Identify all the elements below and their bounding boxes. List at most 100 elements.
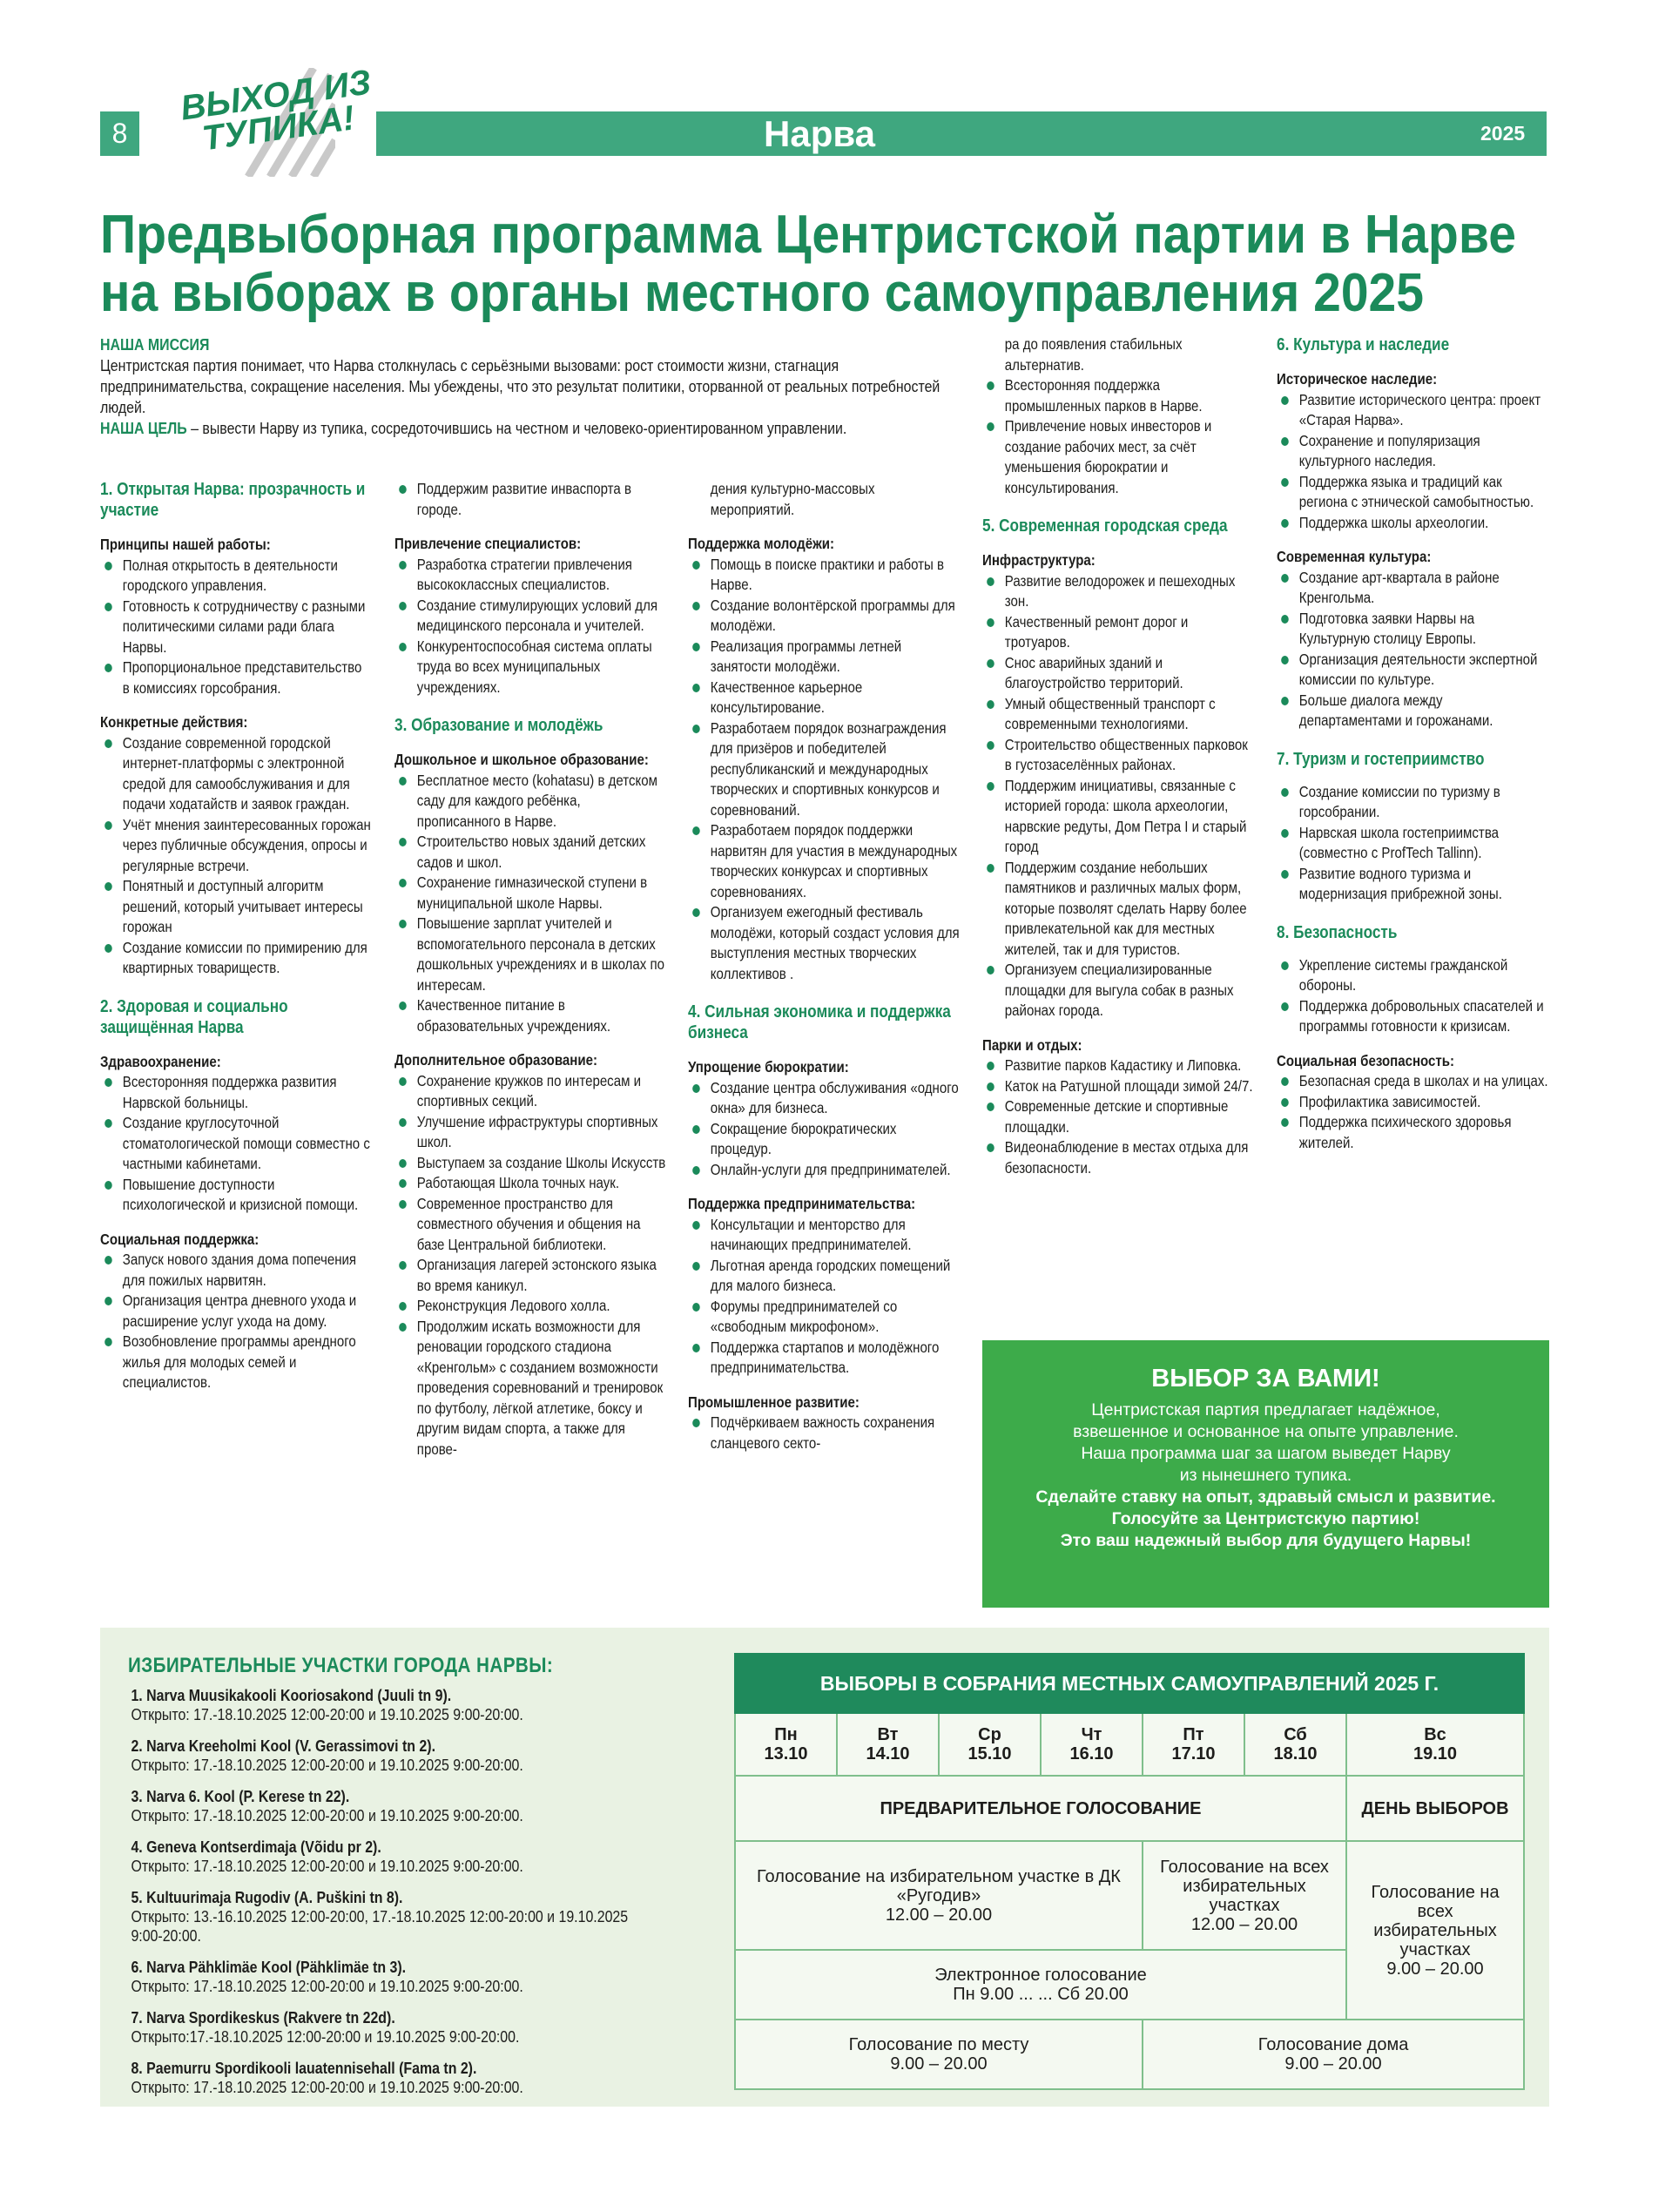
day: Сб 18.10 [1244, 1712, 1347, 1777]
bullet-item: Современные детские и спортивные площадк… [982, 1096, 1254, 1137]
day: Пн 13.10 [734, 1712, 838, 1777]
rugodiv-voting-line: Голосование на избирательном участке в Д… [757, 1866, 1121, 1905]
bullet-item: Повышение доступности психологической и … [100, 1175, 372, 1216]
bullet-item: Качественное карьерное консультирование. [688, 678, 960, 718]
bullet-item: Сокращение бюрократических процедур. [688, 1119, 960, 1160]
subheading: Принципы нашей работы: [100, 536, 271, 553]
column: Поддержим развитие инваспорта в городе. П… [394, 479, 666, 1460]
bullet-item: Поддержка языка и традиций как региона с… [1277, 472, 1548, 513]
station-name: 1. Narva Muusikakooli Kooriosakond (Juul… [131, 1686, 452, 1704]
bullet-item: Привлечение новых инвесторов и создание … [982, 416, 1254, 498]
bullet-item: Строительство общественных парковок в гу… [982, 735, 1254, 776]
day: Чт 16.10 [1040, 1712, 1143, 1777]
table-row: ВЫБОРЫ В СОБРАНИЯ МЕСТНЫХ САМОУПРАВЛЕНИЙ… [733, 1653, 1526, 1714]
bullet-item: Сохранение кружков по интересам и спорти… [394, 1071, 666, 1112]
voting-at-home-line: Голосование дома [1257, 2035, 1409, 2054]
callout-title: ВЫБОР ЗА ВАМИ! [1151, 1365, 1380, 1393]
all-stations-advance-line: 12.00 – 20.00 [1190, 1914, 1298, 1934]
day: Вс 19.10 [1345, 1712, 1526, 1777]
bullet-item: Создание современной городской интернет-… [100, 733, 372, 815]
bullet-item: Учёт мнения заинтересованных горожан чер… [100, 815, 372, 877]
station-hours: Открыто: 17.-18.10.2025 12:00-20:00 и 19… [131, 2078, 523, 2096]
electronic-voting-line: Электронное голосование [934, 1966, 1147, 1985]
table-row: Голосование на избирательном участке в Д… [734, 1840, 1526, 2020]
bullet-item: Развитие исторического центра: проект «С… [1277, 390, 1548, 431]
table-row: Пн 13.10 Вт 14.10 Ср 15.10 Чт 16.10 Пт 17.10 Сб 18.… [734, 1712, 1526, 1777]
all-stations-advance-line: Голосование на всех избирательных участк… [1160, 1857, 1329, 1915]
bullet-item: Организуем ежегодный фестиваль молодёжи,… [688, 902, 960, 984]
bullet-item: Поддержка психического здоровья жителей. [1277, 1112, 1548, 1153]
bullet-item: Пропорциональное представительство в ком… [100, 658, 372, 698]
day-line: Пн [774, 1725, 798, 1744]
station: 1. Narva Muusikakooli Kooriosakond (Juul… [128, 1686, 651, 1724]
bullet-item: Организация лагерей эстонского языка во … [394, 1255, 666, 1296]
subheading: Привлечение специалистов: [394, 535, 582, 552]
bullet-item: Понятный и доступный алгоритм решений, к… [100, 876, 372, 938]
schedule-title: ВЫБОРЫ В СОБРАНИЯ МЕСТНЫХ САМОУПРАВЛЕНИЙ… [733, 1653, 1526, 1714]
column: дения культурно-массовых мероприятий. Под… [688, 479, 960, 1453]
bullet-item: Развитие парков Кадастику и Липовка. [982, 1055, 1254, 1076]
subheading: Конкретные действия: [100, 713, 248, 731]
station: 7. Narva Spordikeskus (Rakvere tn 22d). О… [128, 2008, 651, 2047]
day-line: 18.10 [1273, 1744, 1318, 1764]
title-line: Предвыборная программа Центристской парт… [100, 205, 1516, 265]
table-row: Электронное голосование Пн 9.00 ... ... С… [734, 1949, 1524, 2020]
section-heading: 1. Открытая Нарва: прозрачность и участи… [100, 480, 366, 520]
voting-by-location: Голосование по месту 9.00 – 20.00 [734, 2019, 1143, 2090]
logo: ВЫХОД ИЗ ТУПИКА! [161, 63, 374, 181]
bullet-item: Льготная аренда городских помещений для … [688, 1256, 960, 1297]
bullet-item: Создание центра обслуживания «одного окн… [688, 1078, 960, 1119]
voting-at-home-line: 9.00 – 20.00 [1284, 2054, 1382, 2074]
callout-line: из нынешнего тупика. [1179, 1466, 1352, 1485]
bullet-item: Создание стимулирующих условий для медиц… [394, 596, 666, 637]
subheading: Парки и отдых: [982, 1035, 1082, 1054]
bullet-item: Всесторонняя поддержка промышленных парк… [982, 375, 1254, 416]
bullet-item: Больше диалога между департаментами и го… [1277, 691, 1548, 732]
advance-voting: ПРЕДВАРИТЕЛЬНОЕ ГОЛОСОВАНИЕ [734, 1775, 1347, 1842]
rugodiv-voting-line: 12.00 – 20.00 [885, 1905, 993, 1925]
subheading: Поддержка молодёжи: [688, 535, 835, 552]
all-stations-day: Голосование на всех избирательных участк… [1345, 1840, 1526, 2020]
advance-voting-line: ПРЕДВАРИТЕЛЬНОЕ ГОЛОСОВАНИЕ [880, 1798, 1202, 1818]
bullet-item: Организация деятельности экспертной коми… [1277, 650, 1548, 691]
day-line: 13.10 [764, 1744, 808, 1764]
station-hours: Открыто: 17.-18.10.2025 12:00-20:00 и 19… [131, 1756, 523, 1774]
section-heading: 3. Образование и молодёжь [394, 716, 603, 735]
station-hours: Открыто: 17.-18.10.2025 12:00-20:00 и 19… [131, 1977, 523, 1995]
subheading: Упрощение бюрократии: [688, 1058, 849, 1076]
section-name: Нарва [764, 113, 875, 154]
voting-at-home: Голосование дома 9.00 – 20.00 [1141, 2019, 1526, 2090]
logo-text: ВЫХОД ИЗ ТУПИКА! [179, 63, 378, 158]
section-heading: 8. Безопасность [1277, 922, 1398, 942]
table-row: ПРЕДВАРИТЕЛЬНОЕ ГОЛОСОВАНИЕ ДЕНЬ ВЫБОРОВ [734, 1775, 1526, 1842]
bullet-item: Улучшение ифраструктуры спортивных школ. [394, 1112, 666, 1153]
day: Пт 17.10 [1142, 1712, 1245, 1777]
day-line: Чт [1081, 1725, 1102, 1744]
column: ра до появления стабильных альтернатив. В… [982, 334, 1254, 1178]
callout-bold-line: Голосуйте за Центристскую партию! [1111, 1509, 1420, 1528]
day-line: Ср [978, 1725, 1001, 1744]
bullet-item: Видеонаблюдение в местах отдыха для безо… [982, 1137, 1254, 1178]
year: 2025 [1480, 122, 1526, 145]
subheading: Современная культура: [1277, 548, 1432, 565]
section-heading: 5. Современная городская среда [982, 516, 1228, 536]
bullet-item: Поддержка школы археологии. [1277, 513, 1548, 534]
intro: НАША МИССИЯ Центристская партия понимает… [100, 334, 947, 439]
subheading: Поддержка предпринимательства: [688, 1195, 916, 1212]
logo-stripes [245, 68, 335, 177]
bullet-item: Организация центра дневного ухода и расш… [100, 1291, 372, 1332]
table-row: Голосование по месту 9.00 – 20.00 Голосова… [734, 2019, 1526, 2090]
continued-text: дения культурно-массовых мероприятий. [710, 480, 875, 518]
voting-by-location-line: 9.00 – 20.00 [890, 2054, 988, 2074]
goal-label: НАША ЦЕЛЬ [100, 419, 187, 437]
day-line: Вт [877, 1725, 899, 1744]
polling-title: ИЗБИРАТЕЛЬНЫЕ УЧАСТКИ ГОРОДА НАРВЫ: [128, 1654, 554, 1677]
bullet-item: Поддержка стартапов и молодёжного предпр… [688, 1338, 960, 1379]
bullet-item: Развитие велодорожек и пешеходных зон. [982, 571, 1254, 612]
schedule-title-line: ВЫБОРЫ В СОБРАНИЯ МЕСТНЫХ САМОУПРАВЛЕНИЙ… [819, 1672, 1439, 1695]
bullet-item: Консультации и менторство для начинающих… [688, 1215, 960, 1256]
bullet-item: Возобновление программы арендного жилья … [100, 1332, 372, 1393]
day-line: 16.10 [1069, 1744, 1114, 1764]
bullet-item: Готовность к сотрудничеству с разными по… [100, 597, 372, 658]
